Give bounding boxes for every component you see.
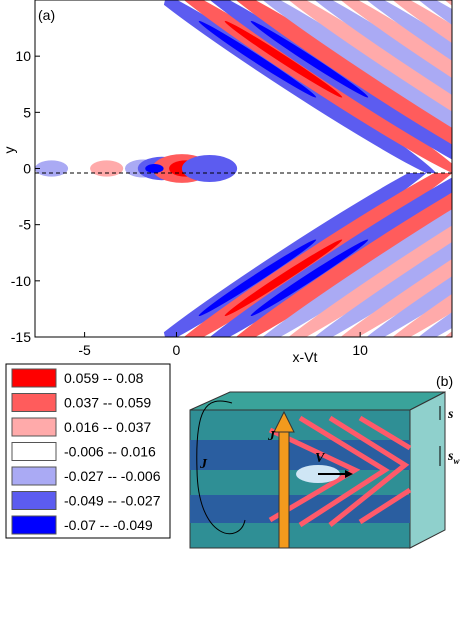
spacing-label: s — [447, 407, 454, 422]
width-main: s — [447, 449, 454, 464]
y-tick-label: -10 — [11, 273, 31, 289]
current-label: J — [267, 429, 276, 444]
width-label: sw — [447, 449, 460, 466]
y-tick-label: -15 — [11, 329, 31, 345]
legend-label: 0.059 -- 0.08 — [64, 370, 144, 386]
contour-core — [250, 239, 369, 317]
contour-band — [326, 173, 452, 337]
contour-band — [222, 173, 452, 337]
x-axis-label: x-Vt — [293, 349, 318, 365]
legend-label: -0.006 -- 0.016 — [64, 444, 156, 460]
slab-top — [189, 391, 446, 411]
x-tick-label: 0 — [173, 342, 181, 358]
contour-band — [352, 173, 452, 337]
legend-label: -0.027 -- -0.006 — [64, 468, 161, 484]
contour-core — [198, 239, 317, 317]
contour-core — [224, 20, 343, 98]
contour-band — [274, 173, 452, 337]
legend-label: -0.049 -- -0.027 — [64, 493, 161, 509]
contour-band — [451, 0, 474, 184]
legend-swatch — [11, 466, 57, 486]
y-tick-label: 10 — [15, 48, 31, 64]
legend-swatch — [11, 368, 57, 388]
legend: 0.059 -- 0.08 0.037 -- 0.059 0.016 -- 0.03… — [11, 368, 161, 535]
legend-swatch — [11, 442, 57, 461]
legend-swatch — [11, 417, 57, 437]
legend-label: 0.037 -- 0.059 — [64, 395, 151, 411]
contour-band — [274, 0, 452, 173]
legend-swatch — [11, 515, 57, 535]
width-sub: w — [453, 456, 460, 466]
contour-band — [248, 0, 452, 173]
contour-core — [198, 20, 317, 98]
current-loop — [196, 400, 246, 535]
contour-band — [451, 153, 474, 359]
y-tick-label: 5 — [23, 104, 31, 120]
contour-core — [250, 20, 369, 98]
contour-field — [35, 0, 474, 359]
legend-label: 0.016 -- 0.037 — [64, 419, 151, 435]
legend-label: -0.07 -- -0.049 — [64, 517, 153, 533]
y-axis-label: y — [1, 147, 17, 154]
contour-band — [248, 173, 452, 337]
legend-swatch — [11, 491, 57, 510]
velocity-arrow-head — [345, 470, 353, 478]
contour-lobe — [181, 155, 238, 182]
x-tick-label: 10 — [352, 342, 368, 358]
contour-lobe — [145, 164, 164, 173]
x-tick-label: -5 — [78, 342, 91, 358]
panel-label: (a) — [38, 7, 55, 23]
wake-half — [144, 153, 474, 359]
contour-band — [300, 0, 452, 173]
current-arrow-head — [273, 410, 295, 433]
contour-band — [222, 0, 452, 173]
y-tick-label: 0 — [23, 161, 31, 177]
legend-swatch — [11, 393, 57, 412]
panel-label: (b) — [436, 373, 453, 389]
contour-band — [300, 173, 452, 337]
current-label: J — [199, 457, 208, 472]
diagram: (b) J V J s sw — [189, 373, 460, 549]
contour-lobe — [90, 160, 124, 177]
wave-stripes — [268, 415, 412, 528]
contour-core — [224, 239, 343, 317]
contour-band — [326, 0, 452, 173]
velocity-label: V — [315, 451, 326, 466]
y-tick-label: -5 — [19, 217, 32, 233]
contour-band — [352, 0, 452, 173]
current-arrow — [278, 429, 290, 549]
